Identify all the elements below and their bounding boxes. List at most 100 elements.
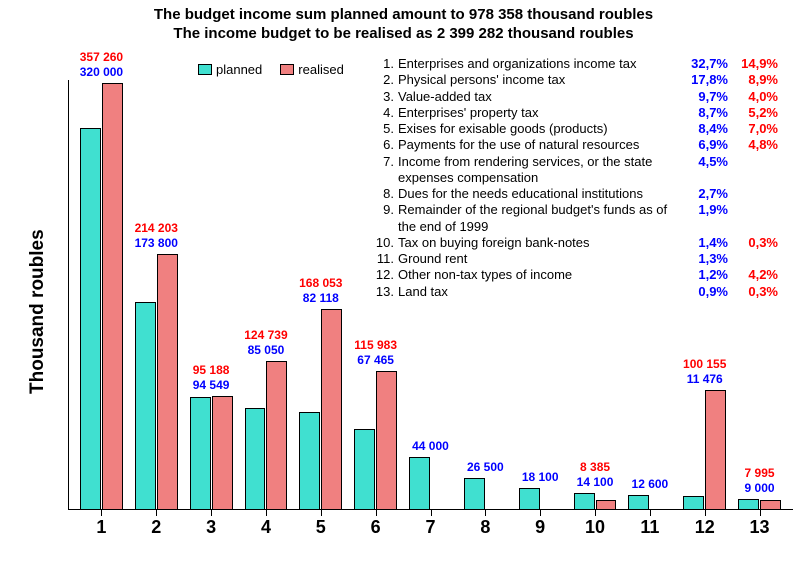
- note-pct-realised: 4,2%: [728, 267, 778, 283]
- note-row: 13.Land tax0,9%0,3%: [370, 284, 800, 300]
- note-row: 3.Value-added tax9,7%4,0%: [370, 89, 800, 105]
- bar-label-planned: 26 500: [458, 460, 513, 474]
- note-text: Land tax: [398, 284, 678, 300]
- x-tick-label: 11: [624, 517, 675, 538]
- note-number: 9.: [370, 202, 394, 218]
- note-number: 13.: [370, 284, 394, 300]
- note-row: 12.Other non-tax types of income1,2%4,2%: [370, 267, 800, 283]
- bar-realised: [705, 390, 726, 510]
- x-tick-mark: [540, 510, 541, 516]
- bar-realised: [376, 371, 397, 510]
- bar-realised: [760, 500, 781, 510]
- y-axis: [68, 80, 69, 510]
- note-row: 1.Enterprises and organizations income t…: [370, 56, 800, 72]
- note-pct-planned: 8,7%: [678, 105, 728, 121]
- note-number: 3.: [370, 89, 394, 105]
- bar-label-planned: 11 476: [677, 372, 732, 386]
- legend-swatch: [280, 64, 294, 75]
- note-row: 10.Tax on buying foreign bank-notes1,4%0…: [370, 235, 800, 251]
- title-line-1: The budget income sum planned amount to …: [0, 0, 807, 23]
- bar-label-realised: 357 260: [74, 50, 129, 64]
- x-tick-label: 13: [734, 517, 785, 538]
- note-pct-planned: 9,7%: [678, 89, 728, 105]
- bar-label-planned: 320 000: [74, 65, 129, 79]
- x-tick-label: 3: [186, 517, 237, 538]
- bar-planned: [299, 412, 320, 510]
- note-text: Other non-tax types of income: [398, 267, 678, 283]
- bar-label-realised: 7 995: [732, 466, 787, 480]
- note-pct-planned: 32,7%: [678, 56, 728, 72]
- note-pct-realised: 0,3%: [728, 284, 778, 300]
- bar-label-planned: 173 800: [129, 236, 184, 250]
- note-text: Exises for exisable goods (products): [398, 121, 678, 137]
- note-pct-planned: 2,7%: [678, 186, 728, 202]
- bar-label-planned: 85 050: [239, 343, 294, 357]
- note-number: 4.: [370, 105, 394, 121]
- note-text: Payments for the use of natural resource…: [398, 137, 678, 153]
- note-text: Tax on buying foreign bank-notes: [398, 235, 678, 251]
- bar-label-planned: 67 465: [348, 353, 403, 367]
- note-pct-planned: 0,9%: [678, 284, 728, 300]
- bar-realised: [157, 254, 178, 510]
- note-text: Physical persons' income tax: [398, 72, 678, 88]
- note-number: 8.: [370, 186, 394, 202]
- note-row: 6.Payments for the use of natural resour…: [370, 137, 800, 153]
- bar-realised: [266, 361, 287, 510]
- bar-label-realised: 8 385: [568, 460, 623, 474]
- note-pct-planned: 1,3%: [678, 251, 728, 267]
- x-tick-mark: [211, 510, 212, 516]
- note-pct-planned: 17,8%: [678, 72, 728, 88]
- note-pct-planned: 1,4%: [678, 235, 728, 251]
- x-tick-label: 9: [515, 517, 566, 538]
- x-tick-mark: [595, 510, 596, 516]
- legend-label: realised: [298, 62, 344, 77]
- x-tick-label: 2: [131, 517, 182, 538]
- bar-planned: [464, 478, 485, 510]
- bar-label-realised: 115 983: [348, 338, 403, 352]
- bar-planned: [628, 495, 649, 510]
- bar-label-planned: 9 000: [732, 481, 787, 495]
- note-number: 11.: [370, 251, 394, 267]
- bar-label-realised: 124 739: [239, 328, 294, 342]
- x-tick-mark: [321, 510, 322, 516]
- bar-label-planned: 94 549: [184, 378, 239, 392]
- x-tick-mark: [485, 510, 486, 516]
- bar-planned: [354, 429, 375, 510]
- note-pct-realised: 0,3%: [728, 235, 778, 251]
- note-row: 5.Exises for exisable goods (products)8,…: [370, 121, 800, 137]
- x-tick-label: 6: [350, 517, 401, 538]
- note-text: Enterprises and organizations income tax: [398, 56, 678, 72]
- bar-label-realised: 100 155: [677, 357, 732, 371]
- bar-label-planned: 82 118: [293, 291, 348, 305]
- x-tick-mark: [156, 510, 157, 516]
- note-number: 12.: [370, 267, 394, 283]
- note-pct-realised: 8,9%: [728, 72, 778, 88]
- bar-planned: [519, 488, 540, 510]
- x-tick-mark: [650, 510, 651, 516]
- note-text: Remainder of the regional budget's funds…: [398, 202, 678, 235]
- note-number: 6.: [370, 137, 394, 153]
- x-tick-label: 10: [570, 517, 621, 538]
- note-text: Value-added tax: [398, 89, 678, 105]
- note-number: 10.: [370, 235, 394, 251]
- note-pct-planned: 1,2%: [678, 267, 728, 283]
- note-row: 4.Enterprises' property tax8,7%5,2%: [370, 105, 800, 121]
- note-pct-realised: 5,2%: [728, 105, 778, 121]
- note-number: 5.: [370, 121, 394, 137]
- bar-planned: [80, 128, 101, 510]
- note-text: Income from rendering services, or the s…: [398, 154, 678, 187]
- bar-planned: [135, 302, 156, 510]
- note-number: 1.: [370, 56, 394, 72]
- note-text: Enterprises' property tax: [398, 105, 678, 121]
- title-line-2: The income budget to be realised as 2 39…: [0, 23, 807, 42]
- note-row: 2.Physical persons' income tax17,8%8,9%: [370, 72, 800, 88]
- x-tick-label: 8: [460, 517, 511, 538]
- bar-label-realised: 95 188: [184, 363, 239, 377]
- bar-label-planned: 12 600: [622, 477, 677, 491]
- note-number: 2.: [370, 72, 394, 88]
- bar-realised: [596, 500, 617, 510]
- legend-label: planned: [216, 62, 262, 77]
- y-axis-label: Thousand roubles: [27, 194, 49, 394]
- note-row: 7.Income from rendering services, or the…: [370, 154, 800, 187]
- bar-planned: [190, 397, 211, 510]
